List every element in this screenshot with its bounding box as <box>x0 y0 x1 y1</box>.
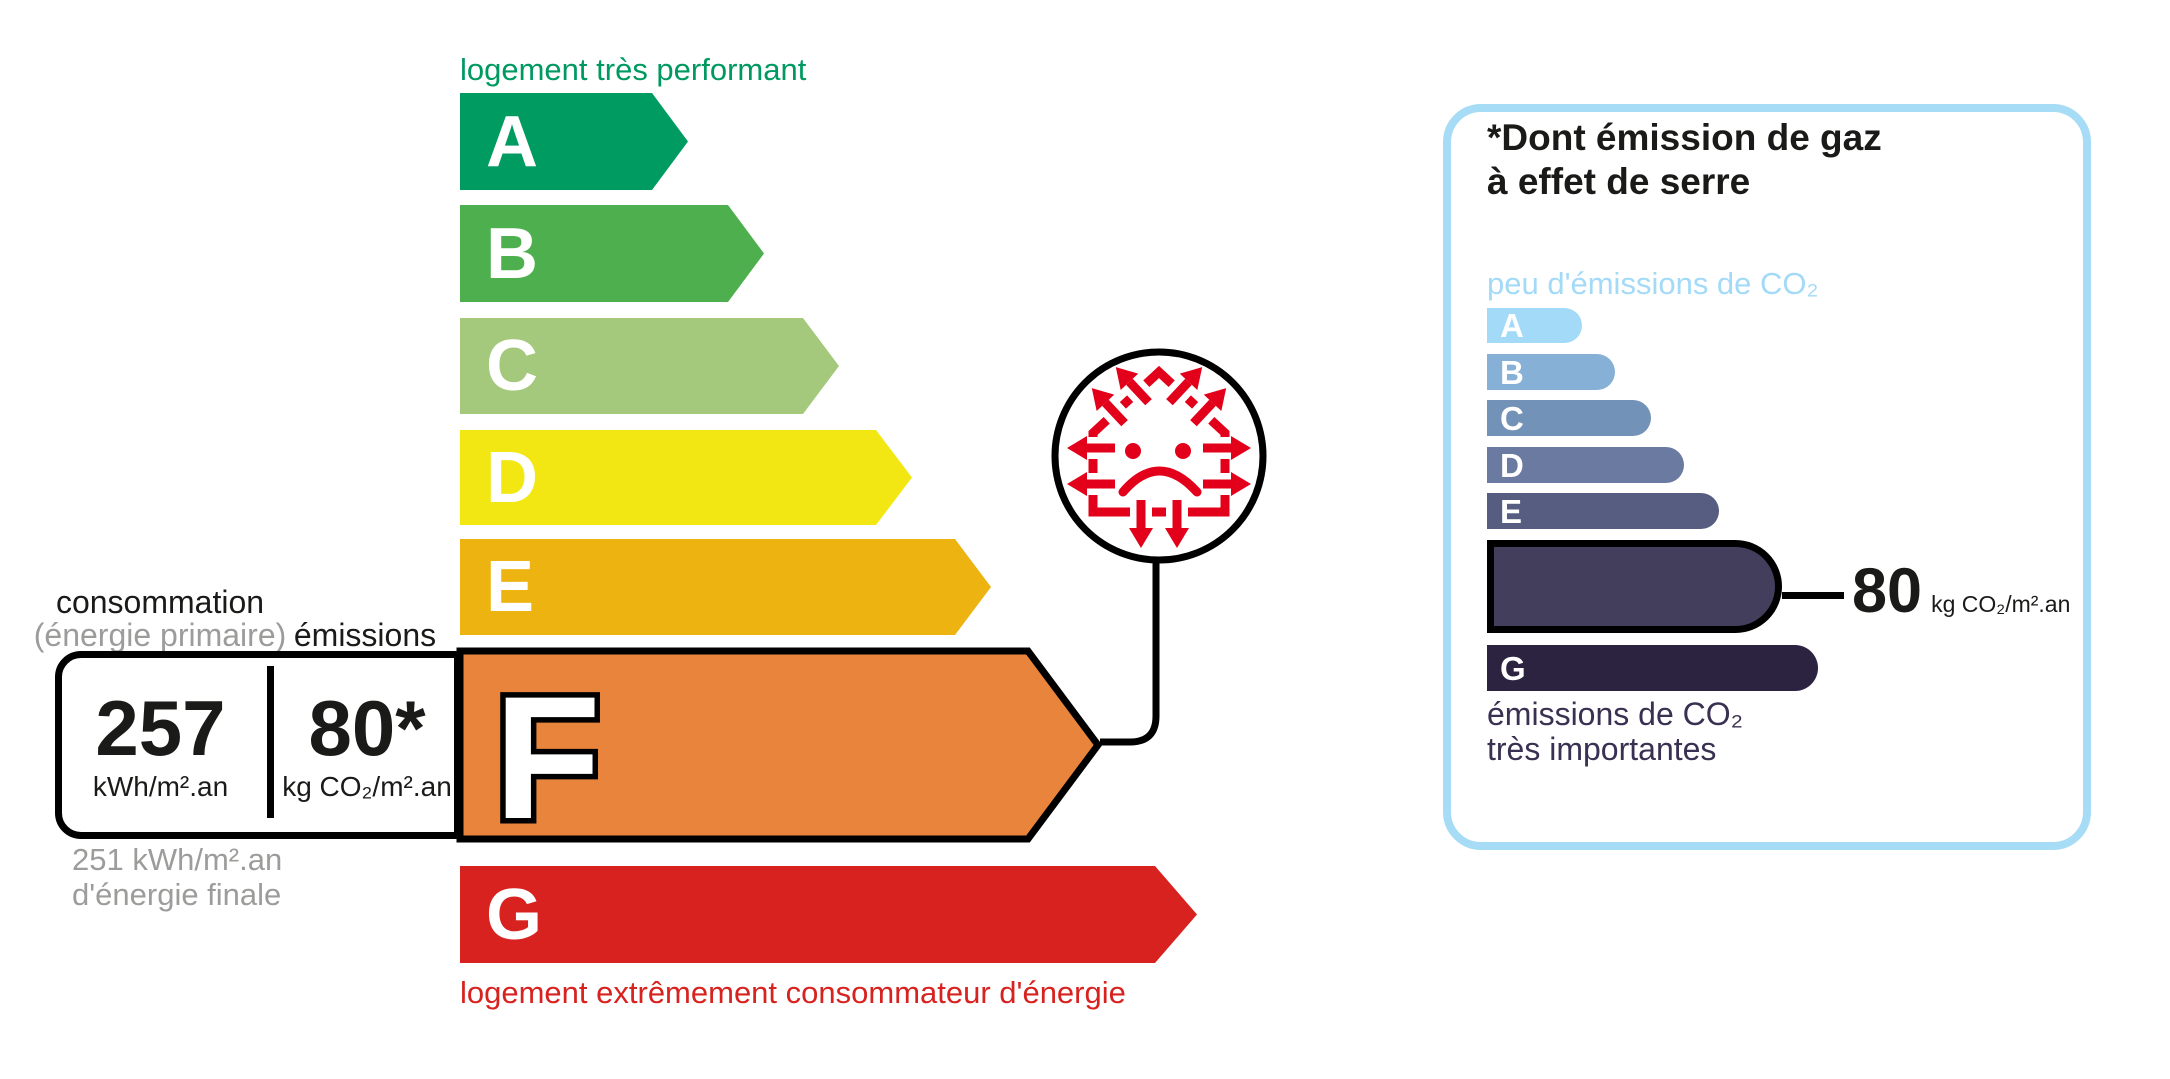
emissions-cell: 80* kg CO₂/m².an <box>276 651 458 839</box>
primary-energy-subheader: (énergie primaire) <box>33 617 287 653</box>
co2-grade-bar: B <box>1487 354 1615 390</box>
co2-grade-bar: A <box>1487 308 1582 343</box>
grade-letter: C <box>486 326 538 406</box>
emissions-unit: kg CO₂/m².an <box>282 771 452 803</box>
house-eye-right <box>1175 443 1191 459</box>
consumption-header: consommation <box>55 584 265 620</box>
current-rating-box <box>55 651 461 839</box>
co2-value-row: 80 kg CO₂/m².an <box>1852 560 2070 623</box>
co2-scale-top-label: peu d'émissions de CO₂ <box>1487 266 1819 301</box>
co2-panel-title: *Dont émission de gaz à effet de serre <box>1487 116 1882 204</box>
house-sad-mouth <box>1118 466 1202 497</box>
callout-connector-line <box>1100 563 1160 746</box>
energy-grade-bar: C <box>460 318 839 414</box>
sad-house-icon <box>1051 348 1267 564</box>
energy-grade-bar: G <box>460 866 1197 963</box>
energy-grade-bar: D <box>460 430 912 525</box>
grade-letter: E <box>486 547 535 627</box>
current-grade-letter: F <box>494 661 601 856</box>
rating-box-divider <box>267 666 274 818</box>
co2-title-line1: *Dont émission de gaz <box>1487 117 1882 158</box>
co2-bottom-line1: émissions de CO₂ <box>1487 696 1744 732</box>
co2-grade-bar: G <box>1487 645 1818 691</box>
current-grade-arrow <box>456 647 1103 843</box>
energy-leak-arrows <box>1067 364 1251 548</box>
house-eye-left <box>1125 443 1141 459</box>
house-outline <box>1088 365 1230 517</box>
energy-grade-bar: E <box>460 539 991 635</box>
final-energy-value: 251 kWh/m².an <box>72 842 283 877</box>
co2-value-connector <box>1782 592 1844 599</box>
grade-letter: E <box>1500 492 1523 530</box>
consumption-cell: 257 kWh/m².an <box>58 651 263 839</box>
co2-title-line2: à effet de serre <box>1487 161 1751 202</box>
grade-letter: B <box>486 213 538 294</box>
grade-letter: C <box>1500 399 1524 437</box>
co2-value-unit: kg CO₂/m².an <box>1931 591 2071 617</box>
co2-highlight-bar <box>1487 540 1782 633</box>
grade-letter: A <box>486 101 538 182</box>
grade-letter: D <box>1500 446 1524 484</box>
grade-letter: G <box>1500 649 1526 687</box>
co2-grade-bar: D <box>1487 447 1684 483</box>
scale-bottom-label: logement extrêmement consommateur d'éner… <box>460 975 1126 1010</box>
grade-letter: G <box>486 874 543 955</box>
co2-scale-bottom-label: émissions de CO₂ très importantes <box>1487 697 1743 767</box>
scale-top-label: logement très performant <box>460 52 807 87</box>
consumption-value: 257 <box>95 684 226 773</box>
energy-grade-bar: A <box>460 93 688 190</box>
icon-circle <box>1051 348 1267 564</box>
emissions-header: émissions <box>293 617 437 653</box>
energy-grade-bar: B <box>460 205 764 302</box>
co2-grade-bar: E <box>1487 493 1719 529</box>
emissions-value: 80* <box>308 684 426 773</box>
grade-letter: B <box>1500 353 1524 391</box>
co2-grade-bar: C <box>1487 400 1651 436</box>
final-energy-label: d'énergie finale <box>72 877 282 912</box>
co2-value: 80 <box>1852 556 1923 626</box>
consumption-unit: kWh/m².an <box>92 771 229 803</box>
grade-letter: D <box>486 437 538 518</box>
grade-letter: A <box>1500 307 1524 344</box>
co2-bottom-line2: très importantes <box>1487 731 1717 767</box>
